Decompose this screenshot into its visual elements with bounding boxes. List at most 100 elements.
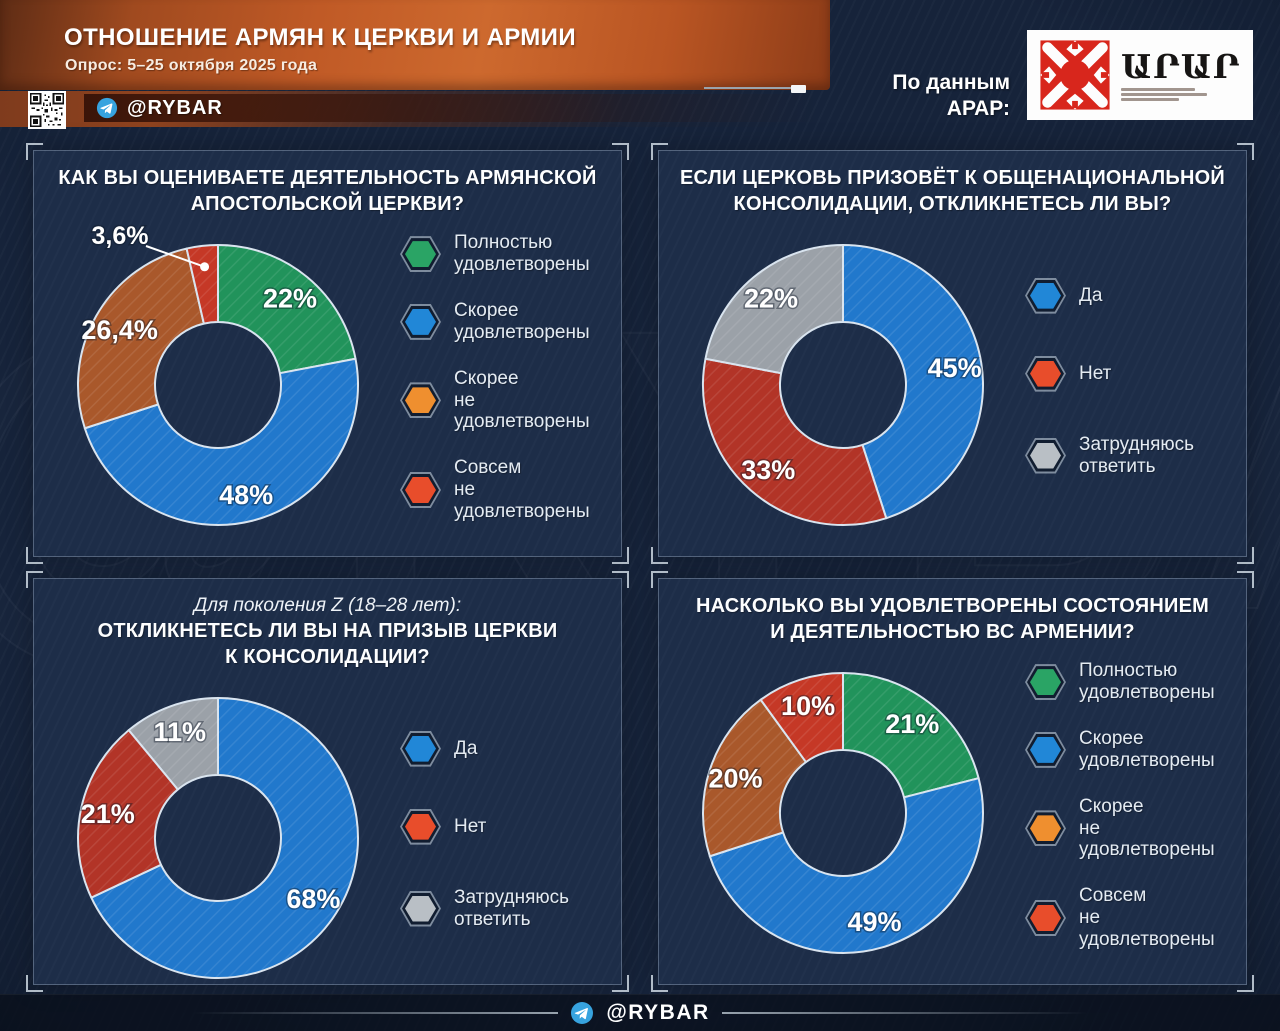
donut-chart: 45% 33% 22% [702, 244, 984, 526]
panel-corner-bracket [612, 547, 629, 564]
panel-corner-bracket [612, 143, 629, 160]
label-leader-line [145, 245, 205, 268]
legend-label: Скорее удовлетворены [1079, 727, 1215, 771]
legend-label: Совсем не удовлетворены [1079, 885, 1215, 950]
legend-item: Да [1025, 277, 1194, 314]
hexagon-marker-icon [1025, 899, 1066, 936]
rybar-handle-top: @RYBAR [127, 96, 223, 119]
panel-top-left: КАК ВЫ ОЦЕНИВАЕТЕ ДЕЯТЕЛЬНОСТЬ АРМЯНСКОЙ… [26, 143, 629, 564]
percent-label: 22% [263, 283, 317, 313]
footer-bar: @RYBAR [0, 994, 1280, 1031]
donut-chart: 68% 21% 11% [77, 697, 359, 979]
legend-label: Нет [454, 815, 487, 837]
panel-title-intro: Для поколения Z (18–28 лет): [193, 595, 462, 616]
percent-label: 21% [81, 799, 135, 829]
hexagon-marker-icon [400, 471, 441, 508]
percent-label: 33% [741, 455, 795, 485]
legend-item: Совсем не удовлетворены [400, 457, 603, 523]
panel-body: 45% 33% 22% Да Нет Затрудняюсь ответить [677, 219, 1228, 536]
percent-label: 10% [781, 691, 835, 721]
source-line2: АРАР: [946, 97, 1010, 121]
legend-item: Нет [1025, 355, 1194, 392]
footer-line-left [193, 1012, 559, 1014]
percent-label-outside: 3,6% [92, 222, 149, 250]
legend-label: Нет [1079, 362, 1112, 384]
panel-top-right: ЕСЛИ ЦЕРКОВЬ ПРИЗОВЁТ К ОБЩЕНАЦИОНАЛЬНОЙ… [651, 143, 1254, 564]
rybar-band: @RYBAR [84, 94, 824, 122]
hexagon-marker-icon [400, 382, 441, 419]
legend: Да Нет Затрудняюсь ответить [1025, 277, 1194, 478]
panel-body: 68% 21% 11% Да Нет Затрудняюсь ответить [52, 672, 603, 989]
panel-corner-bracket [612, 975, 629, 992]
hexagon-marker-icon [1025, 437, 1066, 474]
panel-bottom-right: НАСКОЛЬКО ВЫ УДОВЛЕТВОРЕНЫ СОСТОЯНИЕМ И Д… [651, 571, 1254, 992]
page-subtitle: Опрос: 5–25 октября 2025 года [65, 57, 318, 74]
percent-label: 21% [885, 709, 939, 739]
percent-label: 68% [286, 884, 340, 914]
hexagon-marker-icon [1025, 731, 1066, 768]
percent-label: 20% [709, 764, 763, 794]
panel-bottom-left: Для поколения Z (18–28 лет): ОТКЛИКНЕТЕСЬ… [26, 571, 629, 992]
apap-logo-text: ԱՐԱՐ [1121, 46, 1241, 86]
legend-label: Скорее не удовлетворены [1079, 795, 1215, 861]
legend-label: Скорее не удовлетворены [454, 367, 590, 433]
legend-item: Скорее удовлетворены [400, 300, 603, 344]
label-leader-dot [200, 262, 210, 272]
percent-label: 48% [219, 480, 273, 510]
donut-wrap: 68% 21% 11% [62, 672, 374, 989]
donut-wrap: 21% 49% 20% 10% [687, 647, 999, 964]
hexagon-marker-icon [400, 890, 441, 927]
legend-label: Да [1079, 284, 1103, 306]
header-progress-dash [791, 85, 806, 93]
legend-item: Скорее не удовлетворены [1025, 796, 1228, 862]
donut-hatch-overlay [78, 698, 358, 978]
panel-corner-bracket [612, 571, 629, 588]
donut-hatch-overlay [703, 673, 983, 953]
legend-label: Затрудняюсь ответить [1079, 433, 1195, 477]
hexagon-marker-icon [1025, 810, 1066, 847]
legend: Да Нет Затрудняюсь ответить [400, 730, 569, 931]
footer-handle: @RYBAR [606, 1001, 710, 1024]
hexagon-marker-icon [400, 730, 441, 767]
legend-item: Скорее не удовлетворены [400, 368, 603, 434]
panel-title: ОТКЛИКНЕТЕСЬ ЛИ ВЫ НА ПРИЗЫВ ЦЕРКВИ К КОН… [97, 620, 558, 668]
source-caption: По данным АРАР: [892, 70, 1010, 123]
percent-label: 45% [928, 353, 982, 383]
legend-item: Затрудняюсь ответить [1025, 434, 1194, 478]
charts-grid: КАК ВЫ ОЦЕНИВАЕТЕ ДЕЯТЕЛЬНОСТЬ АРМЯНСКОЙ… [26, 143, 1254, 992]
legend-item: Полностью удовлетворены [1025, 660, 1228, 704]
panel-corner-bracket [26, 571, 43, 588]
hexagon-marker-icon [400, 236, 441, 273]
legend-item: Скорее удовлетворены [1025, 728, 1228, 772]
panel-corner-bracket [26, 547, 43, 564]
donut-hatch-overlay [78, 245, 358, 525]
percent-label: 26,4% [81, 315, 158, 345]
legend-item: Нет [400, 808, 569, 845]
donut-wrap: 45% 33% 22% [687, 219, 999, 536]
qr-code [28, 91, 66, 129]
percent-label: 11% [153, 717, 206, 747]
legend-label: Полностью удовлетворены [1079, 660, 1215, 704]
donut-chart: 22% 48% 26,4% 3,6% [77, 220, 359, 526]
hexagon-marker-icon [400, 808, 441, 845]
legend: Полностью удовлетворены Скорее удовлетворен… [1025, 660, 1228, 950]
page-title: ОТНОШЕНИЕ АРМЯН К ЦЕРКВИ И АРМИИ [64, 24, 576, 51]
footer-line-right [721, 1012, 1087, 1014]
panel-body: 21% 49% 20% 10% Полностью удовлетворены Скорее… [677, 647, 1228, 964]
panel-corner-bracket [1237, 975, 1254, 992]
legend-item: Полностью удовлетворены [400, 232, 603, 276]
legend-item: Затрудняюсь ответить [400, 887, 569, 931]
apap-logo-smallprint [1121, 87, 1241, 101]
percent-label: 49% [848, 907, 902, 937]
header-progress-line [704, 87, 800, 89]
legend-item: Да [400, 730, 569, 767]
panel-corner-bracket [651, 975, 668, 992]
panel-body: 22% 48% 26,4% 3,6% Полностью удовлетворены Ско… [52, 219, 603, 536]
panel-corner-bracket [1237, 571, 1254, 588]
telegram-icon [571, 1002, 594, 1024]
panel-corner-bracket [651, 547, 668, 564]
legend: Полностью удовлетворены Скорее удовлетворен… [400, 232, 603, 522]
panel-corner-bracket [26, 143, 43, 160]
panel-title: НАСКОЛЬКО ВЫ УДОВЛЕТВОРЕНЫ СОСТОЯНИЕМ И Д… [696, 595, 1209, 643]
hexagon-marker-icon [1025, 277, 1066, 314]
